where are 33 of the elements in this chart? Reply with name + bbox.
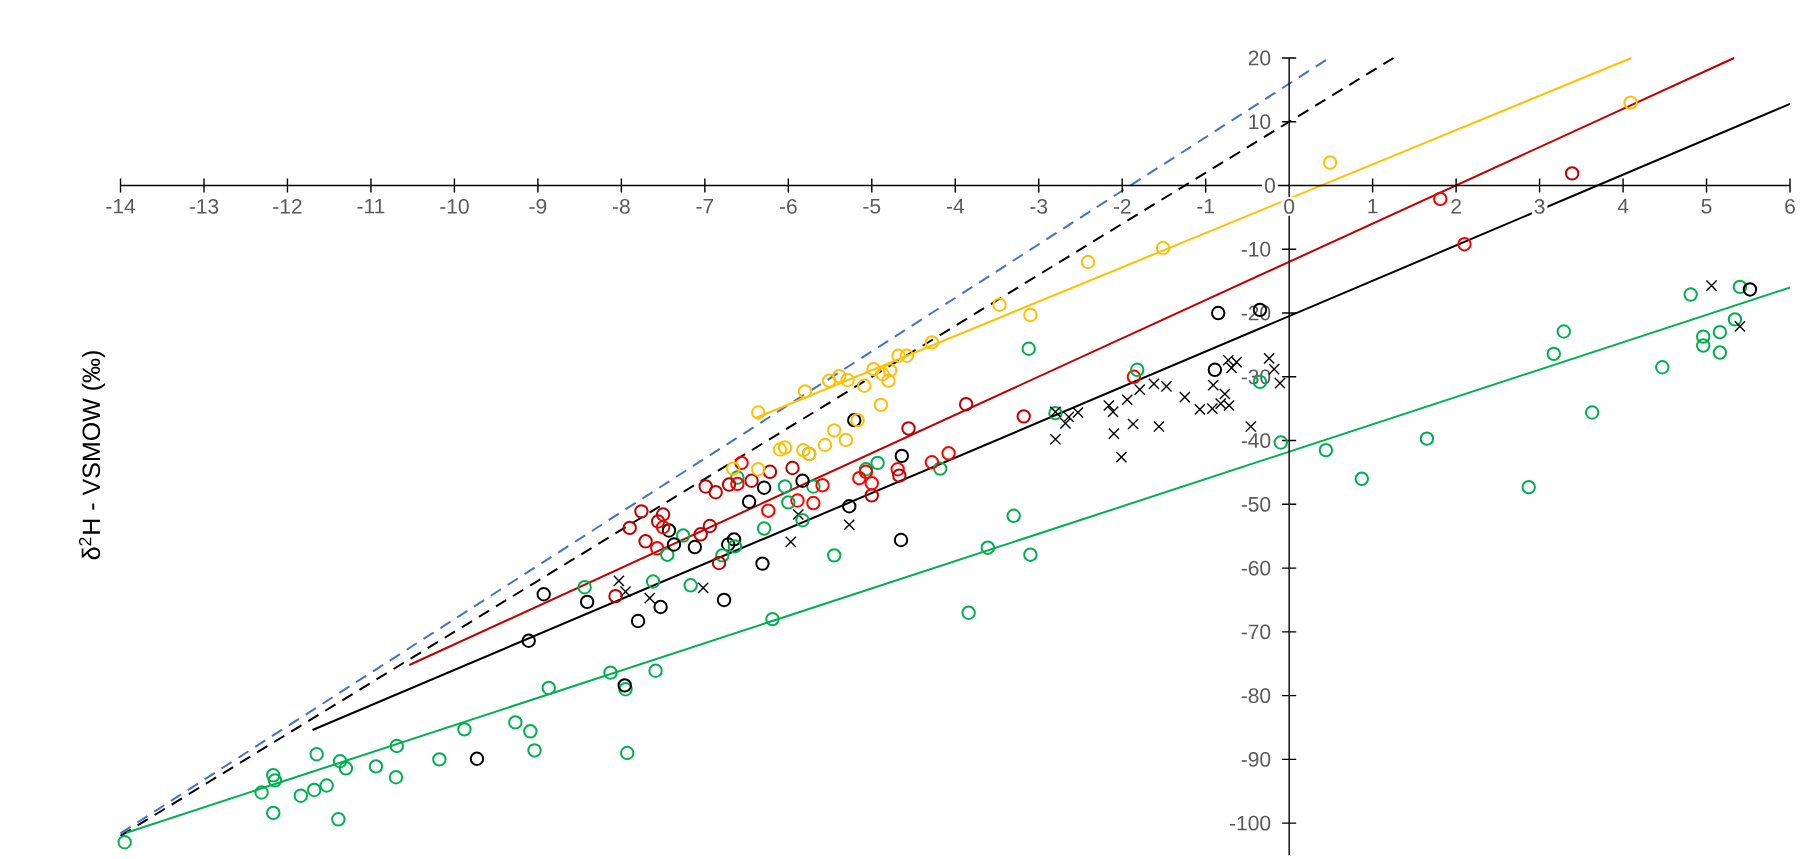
y-tick-label: -10 — [1241, 241, 1271, 257]
x-tick-label: 0 — [1284, 198, 1295, 214]
y-axis-title: δ$^{2}$H - VSMOW (‰) — [78, 351, 106, 560]
y-tick-label: -80 — [1241, 688, 1271, 704]
x-tick-label: -13 — [189, 198, 219, 214]
y-tick-label: 0 — [1264, 178, 1275, 193]
x-tick-label: -11 — [357, 198, 385, 214]
x-tick-label: 5 — [1701, 198, 1712, 214]
x-tick-label: -5 — [863, 198, 881, 214]
x-tick-label: -4 — [946, 198, 964, 214]
x-tick-label: -12 — [273, 198, 302, 214]
x-tick-label: -7 — [696, 198, 714, 214]
x-tick-label: -14 — [106, 198, 136, 214]
y-tick-label: -40 — [1241, 433, 1271, 449]
x-tick-label: -10 — [440, 198, 469, 214]
x-tick-label: 6 — [1785, 198, 1795, 214]
y-tick-label: -70 — [1241, 624, 1271, 640]
x-tick-label: -6 — [779, 198, 797, 214]
y-tick-label: -90 — [1241, 751, 1271, 767]
y-tick-label: -100 — [1230, 815, 1271, 831]
x-tick-label: -1 — [1197, 198, 1214, 214]
x-tick-label: 1 — [1368, 198, 1378, 214]
y-tick-label: -60 — [1241, 560, 1271, 576]
x-tick-label: 4 — [1617, 198, 1629, 214]
y-tick-label: 10 — [1249, 114, 1271, 130]
x-tick-label: -8 — [612, 198, 630, 214]
x-tick-label: 3 — [1534, 198, 1545, 214]
y-tick-label: 20 — [1248, 50, 1271, 66]
x-tick-label: 2 — [1451, 198, 1461, 214]
x-tick-label: -3 — [1030, 198, 1048, 214]
x-tick-label: -2 — [1113, 198, 1131, 214]
y-tick-label: -50 — [1241, 496, 1271, 512]
x-tick-label: -9 — [529, 198, 547, 214]
